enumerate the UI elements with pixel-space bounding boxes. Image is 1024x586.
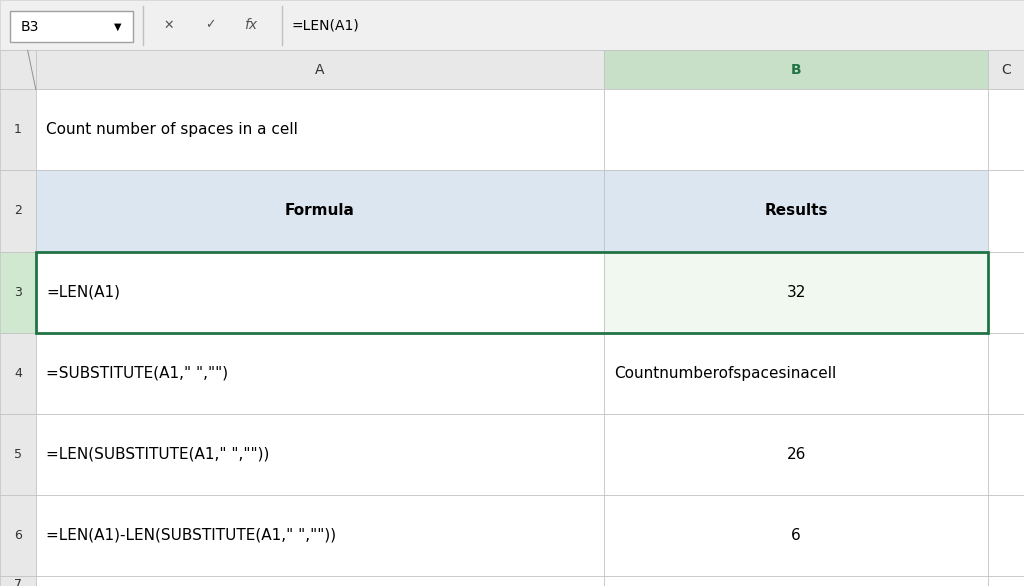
Text: 4: 4 — [14, 367, 22, 380]
Bar — [0, 0, 1024, 50]
Bar — [36, 50, 604, 90]
Bar — [988, 495, 1024, 575]
Bar — [10, 11, 133, 42]
Text: B3: B3 — [20, 19, 39, 33]
Text: 1: 1 — [14, 124, 22, 137]
Bar — [988, 333, 1024, 414]
Bar — [0, 90, 36, 171]
Text: =LEN(A1)-LEN(SUBSTITUTE(A1," ","")): =LEN(A1)-LEN(SUBSTITUTE(A1," ","")) — [46, 527, 336, 543]
Text: =SUBSTITUTE(A1," ",""): =SUBSTITUTE(A1," ","") — [46, 366, 228, 380]
Text: ✓: ✓ — [205, 19, 215, 32]
Bar — [604, 495, 988, 575]
Bar — [36, 414, 604, 495]
Bar — [36, 575, 604, 586]
Bar — [0, 414, 36, 495]
Bar — [988, 575, 1024, 586]
Text: B: B — [791, 63, 802, 77]
Text: Countnumberofspacesinacell: Countnumberofspacesinacell — [614, 366, 837, 380]
Text: ▼: ▼ — [114, 22, 122, 32]
Bar — [0, 50, 36, 90]
Text: C: C — [1001, 63, 1011, 77]
Text: =LEN(A1): =LEN(A1) — [46, 285, 120, 299]
Text: ✕: ✕ — [164, 19, 174, 32]
Text: 32: 32 — [786, 285, 806, 299]
Bar — [0, 171, 36, 251]
Bar — [988, 414, 1024, 495]
Text: fx: fx — [245, 18, 257, 32]
Text: 6: 6 — [14, 529, 22, 541]
Bar — [0, 495, 36, 575]
Text: =LEN(A1): =LEN(A1) — [292, 18, 359, 32]
Bar — [988, 50, 1024, 90]
Bar — [36, 251, 988, 333]
Bar — [988, 171, 1024, 251]
Text: 3: 3 — [14, 285, 22, 298]
Bar — [0, 575, 36, 586]
Bar — [604, 171, 988, 251]
Text: A: A — [315, 63, 325, 77]
Bar — [0, 333, 36, 414]
Bar — [604, 251, 988, 333]
Bar — [988, 90, 1024, 171]
Text: 2: 2 — [14, 205, 22, 217]
Text: 6: 6 — [792, 527, 801, 543]
Bar — [36, 171, 604, 251]
Bar — [0, 251, 36, 333]
Bar — [604, 575, 988, 586]
Bar — [604, 333, 988, 414]
Text: Results: Results — [764, 203, 828, 219]
Bar — [36, 495, 604, 575]
Text: =LEN(SUBSTITUTE(A1," ","")): =LEN(SUBSTITUTE(A1," ","")) — [46, 447, 269, 462]
Text: 7: 7 — [14, 578, 22, 586]
Text: Count number of spaces in a cell: Count number of spaces in a cell — [46, 122, 298, 138]
Bar — [36, 333, 604, 414]
Bar — [36, 90, 604, 171]
Text: Formula: Formula — [285, 203, 355, 219]
Text: 26: 26 — [786, 447, 806, 462]
Bar — [36, 251, 604, 333]
Bar — [604, 414, 988, 495]
Bar — [988, 251, 1024, 333]
Bar — [604, 90, 988, 171]
Text: 5: 5 — [14, 448, 22, 461]
Bar — [604, 50, 988, 90]
